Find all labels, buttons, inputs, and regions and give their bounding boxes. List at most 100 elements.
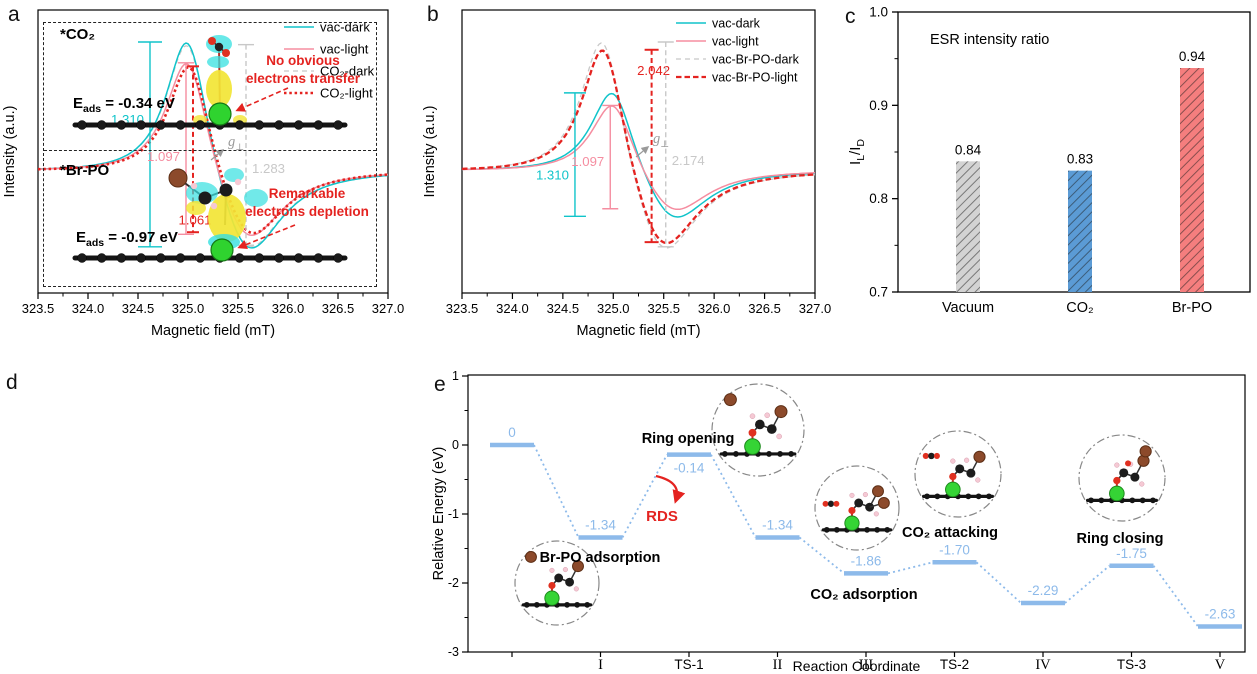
panel-d-divider (44, 150, 376, 151)
amplitude-bracket-2.042: 2.042 (637, 48, 670, 244)
note-brpo: Remarkable electrons depletion (236, 185, 378, 220)
bracket-value-label: 1.061 (178, 213, 211, 228)
legend: vac-dark vac-light vac-Br-PO-dark vac-Br-PO… (676, 17, 800, 85)
note-co2-line1: No obvious (266, 53, 340, 68)
y-axis: 0.7 0.8 0.9 1.0 (869, 5, 898, 300)
x-axis-title: Reaction Coordinate (793, 658, 921, 674)
adsorption-energy-brpo: Eads = -0.97 eV (76, 229, 178, 249)
x-tick-label: 327.0 (372, 301, 405, 316)
step-annotation: Ring closing (1077, 531, 1164, 547)
energy-profile-path: 0 -1.34 -0.14 -1.34 -1.86 -1.70 -2.29 -1.75 -2.6… (490, 425, 1242, 629)
x-tick-label: 325.0 (597, 301, 630, 316)
y-tick-label: 0.7 (869, 285, 888, 300)
x-axis: 323.5 324.0 324.5 325.0 325.5 326.0 326.5 327.0 (22, 293, 405, 316)
energy-value-label: 0 (508, 425, 516, 440)
energy-value-label: -2.63 (1205, 606, 1236, 621)
category-label: CO₂ (1066, 300, 1093, 316)
energy-value-label: -0.14 (674, 461, 705, 476)
station-label-IV: IV (1035, 657, 1051, 673)
panel-label-d: d (6, 371, 18, 394)
bracket-value-label: 1.310 (536, 168, 569, 183)
station-label-TS-3: TS-3 (1117, 657, 1146, 672)
energy-profile-chart: 1 0 -1 -2 -3 Relative Energy (eV) I TS-1 II III TS… (430, 360, 1257, 674)
amplitude-bracket-1.310: 1.310 (536, 92, 586, 217)
y-axis-title: Intensity (a.u.) (2, 106, 18, 198)
panel-label-e: e (434, 373, 446, 396)
x-tick-label: 324.0 (496, 301, 529, 316)
panel-label-c: c (845, 5, 856, 28)
x-tick-label: 325.5 (222, 301, 255, 316)
y-axis-title: IL/ID (847, 139, 867, 165)
panel-label-b: b (427, 3, 439, 26)
brpo-adsorption-structure (72, 168, 348, 263)
note-arrow-brpo (237, 224, 296, 249)
energy-value-label: -1.34 (585, 517, 616, 532)
x-tick-label: 325.5 (647, 301, 680, 316)
molecule-inset-1 (514, 540, 600, 626)
esr-chart-vacuum-co2: 323.5 324.0 324.5 325.0 325.5 326.0 326.5 327.0… (0, 0, 420, 345)
energy-value-label: -1.34 (762, 517, 793, 532)
chart-title: ESR intensity ratio (930, 32, 1049, 48)
amplitude-bracket-2.174: 2.174 (657, 41, 705, 248)
y-axis-title: Intensity (a.u.) (422, 106, 438, 198)
legend-label-vac-Br-PO-dark: vac-Br-PO-dark (712, 53, 800, 67)
bracket-value-label: 1.097 (147, 149, 180, 164)
step-annotation: Br-PO adsorption (540, 550, 661, 566)
energy-value-label: -1.70 (939, 542, 970, 557)
legend-label-CO₂-dark: CO₂-dark (320, 64, 375, 79)
amplitude-bracket-1.097: 1.097 (571, 104, 619, 210)
legend-label-vac-light: vac-light (712, 35, 759, 49)
molecule-inset-5 (1078, 434, 1166, 522)
legend-label-CO₂-light: CO₂-light (320, 86, 373, 101)
station-label-TS-1: TS-1 (674, 657, 703, 672)
y-tick-label: -1 (448, 507, 459, 521)
bracket-value-label: 2.042 (637, 63, 670, 78)
station-label-TS-2: TS-2 (940, 657, 969, 672)
x-axis: I TS-1 II III TS-2 IV TS-3 V (511, 652, 1226, 673)
energy-value-label: -1.86 (851, 553, 882, 568)
x-tick-label: 326.5 (748, 301, 781, 316)
step-annotation: CO₂ adsorption (810, 587, 917, 603)
category-label: Vacuum (942, 300, 994, 316)
step-annotation: CO₂ attacking (902, 525, 998, 541)
y-tick-label: 0.9 (869, 98, 888, 113)
curve-vac-Br-PO-light (461, 49, 816, 245)
note-co2-line2: electrons transfer (245, 70, 361, 86)
x-tick-label: 327.0 (799, 301, 832, 316)
x-tick-label: 323.5 (446, 301, 479, 316)
molecule-inset-3 (814, 465, 900, 551)
x-tick-label: 324.5 (547, 301, 580, 316)
eads-prefix: E (73, 95, 84, 112)
rds-annotation: RDS (646, 474, 686, 525)
esr-chart-vacuum-brpo: 323.5 324.0 324.5 325.0 325.5 326.0 326.5 327.0… (420, 0, 840, 345)
legend-label-vac-light: vac-light (320, 42, 369, 57)
legend-label-vac-dark: vac-dark (712, 17, 761, 31)
note-brpo-line2: electrons depletion (245, 203, 369, 219)
adsorption-energy-co2: Eads = -0.34 eV (73, 95, 175, 115)
x-tick-label: 326.0 (698, 301, 731, 316)
x-tick-label: 326.0 (272, 301, 305, 316)
eads-value: = -0.34 eV (101, 95, 175, 112)
bracket-value-label: 1.097 (571, 154, 604, 169)
bar-Vacuum: 0.84 (955, 142, 982, 292)
eads-value: = -0.97 eV (104, 229, 178, 246)
esr-intensity-ratio-bar-chart: 0.7 0.8 0.9 1.0 ESR intensity ratio IL/ID 0.84… (840, 0, 1257, 345)
x-axis-title: Magnetic field (mT) (576, 323, 700, 339)
adsorbate-label-co2: *CO₂ (60, 26, 96, 43)
panel-d-dashed-box (43, 22, 377, 287)
co2-adsorption-structure (72, 35, 348, 130)
charge-density-panel: *CO₂ No obvious electrons transfer Eads … (0, 0, 430, 314)
curve-vac-light (462, 105, 816, 211)
amplitude-bracket-1.097: 1.097 (147, 62, 194, 236)
bracket-value-label: 2.174 (672, 153, 705, 168)
bracket-value-label: 1.283 (252, 161, 285, 176)
bar-value-label: 0.94 (1179, 49, 1206, 64)
bar-chart-svg: 0.7 0.8 0.9 1.0 ESR intensity ratio IL/ID 0.84… (847, 5, 1251, 316)
y-tick-label: -3 (448, 645, 459, 659)
eads-sub: ads (86, 237, 105, 249)
y-tick-label: 1 (452, 369, 459, 383)
esr-chart-b-svg: 323.5 324.0 324.5 325.0 325.5 326.0 326.5 327.0… (422, 9, 832, 339)
svg-text:g⊥: g⊥ (653, 131, 669, 150)
